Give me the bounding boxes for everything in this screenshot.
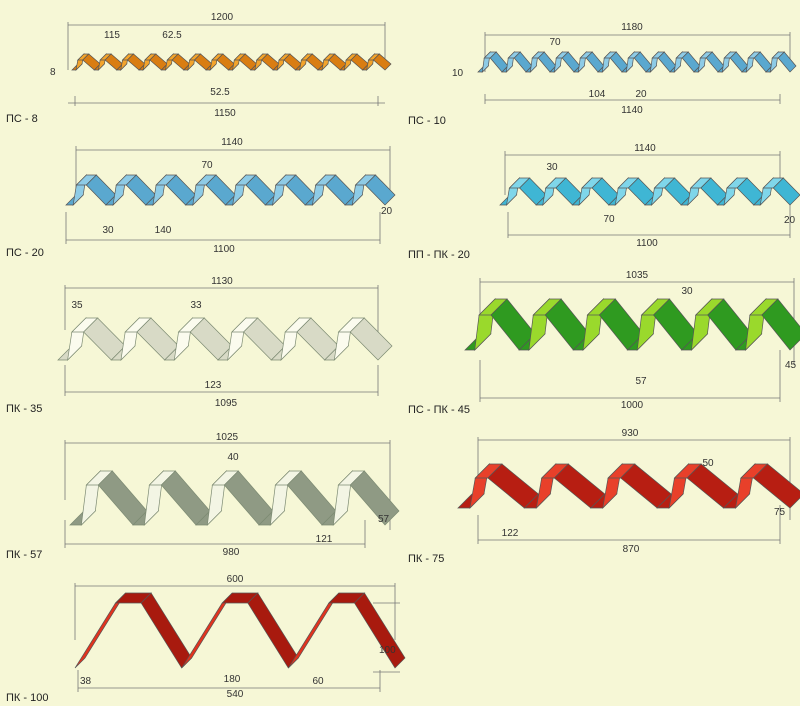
dim-pspk45-a: 30 — [681, 286, 693, 297]
profile-facet — [761, 298, 800, 351]
profile-facet — [223, 470, 274, 526]
profile-facet — [752, 463, 800, 509]
dim-pk100-c: 60 — [312, 676, 324, 687]
label-ps8: ПС - 8 — [6, 113, 38, 125]
dim-ps20-top: 1140 — [221, 137, 243, 148]
dim-ps8-b: 62.5 — [162, 30, 182, 41]
dim-pk100-d: 100 — [379, 645, 396, 656]
profile-shape-ps20 — [65, 173, 396, 207]
profile-shape-pspk45 — [464, 298, 800, 351]
dim-pk35-bottom: 1095 — [215, 398, 238, 409]
profile-shape-ppk20 — [499, 176, 800, 207]
dim-pk100-a: 38 — [80, 676, 92, 687]
dim-pk100-b: 180 — [224, 674, 241, 685]
profile-facet — [160, 470, 211, 526]
profile-pk35: 1130 35 33 123 1095 ПК - 35 — [6, 276, 393, 415]
profile-facet — [777, 51, 797, 73]
dim-pk35-b: 33 — [190, 300, 202, 311]
dim-ps8-a: 115 — [104, 30, 120, 41]
dim-pk57-top: 1025 — [216, 432, 239, 443]
profile-pk100: 600 38 180 60 100 540 ПК - 100 — [6, 574, 406, 704]
dim-ppk20-bottom: 1100 — [636, 238, 658, 249]
profile-shape-ps10 — [477, 51, 797, 73]
profile-shape-ps8 — [71, 52, 392, 72]
dim-ppk20-b: 70 — [603, 214, 615, 225]
dim-ps20-c: 140 — [155, 225, 172, 236]
dim-ppk20-top: 1140 — [634, 143, 656, 154]
profile-ps20: 1140 70 30 140 20 1100 ПС - 20 — [6, 137, 396, 259]
dim-ps10-c: 104 — [589, 89, 606, 100]
profile-shape-pk75 — [457, 462, 800, 510]
profile-ps8: 1200 115 62.5 8 52.5 1150 ПС - 8 — [6, 12, 392, 125]
dim-ps10-top: 1180 — [621, 22, 643, 33]
profile-facet — [364, 174, 396, 206]
dim-pk100-top: 600 — [227, 574, 244, 585]
dim-ps10-b: 10 — [452, 68, 464, 79]
dim-pk57-a: 40 — [227, 452, 239, 463]
dim-pk57-b: 121 — [316, 534, 333, 545]
profile-ppk20: 1140 30 70 20 1100 ПП - ПК - 20 — [408, 143, 800, 261]
dim-pk75-a: 50 — [702, 458, 714, 469]
profile-facet — [181, 592, 233, 669]
dim-ps10-a: 70 — [549, 37, 561, 48]
dim-ps20-a: 70 — [201, 160, 213, 171]
dim-pk57-bottom: 980 — [223, 547, 240, 558]
dim-pk35-a: 35 — [71, 300, 83, 311]
dim-ps20-bottom: 1100 — [213, 244, 235, 255]
profile-shape-pk100 — [74, 592, 406, 669]
dim-pspk45-c: 45 — [785, 360, 797, 371]
profile-facet — [349, 470, 400, 526]
profile-pspk45: 1035 30 57 45 1000 ПС - ПК - 45 — [408, 270, 800, 416]
dim-pspk45-bottom: 1000 — [621, 400, 644, 411]
dim-pk57-c: 57 — [378, 514, 390, 525]
dim-ps20-b: 30 — [102, 225, 114, 236]
dim-pk35-c: 123 — [205, 380, 222, 391]
profile-pk57: 1025 40 121 57 980 ПК - 57 — [6, 432, 400, 561]
label-ppk20: ПП - ПК - 20 — [408, 249, 470, 261]
label-pk75: ПК - 75 — [408, 553, 444, 565]
profile-facet — [140, 592, 193, 669]
dim-pk75-b: 122 — [502, 528, 519, 539]
profile-facet — [74, 592, 126, 669]
dim-pk35-top: 1130 — [211, 276, 233, 287]
profile-facet — [97, 470, 148, 526]
dim-ppk20-a: 30 — [546, 162, 558, 173]
dim-ps10-bottom: 1140 — [621, 105, 643, 116]
dim-pk75-top: 930 — [622, 428, 639, 439]
profile-shape-pk57 — [69, 470, 400, 526]
dim-ps8-top: 1200 — [211, 12, 234, 23]
dim-ps10-d: 20 — [635, 89, 647, 100]
dim-pspk45-b: 57 — [635, 376, 647, 387]
dim-ps8-bottom: 1150 — [214, 108, 236, 119]
profile-shape-pk35 — [57, 316, 393, 362]
profile-facet — [772, 177, 800, 206]
dim-pspk45-top: 1035 — [626, 270, 649, 281]
profile-facet — [247, 592, 299, 669]
label-pk35: ПК - 35 — [6, 403, 42, 415]
dim-ps20-d: 20 — [381, 206, 393, 217]
dim-ps8-c: 8 — [50, 67, 56, 78]
profile-facet — [286, 470, 337, 526]
profile-facet — [288, 592, 340, 669]
label-ps10: ПС - 10 — [408, 115, 446, 127]
label-pk57: ПК - 57 — [6, 549, 42, 561]
label-pspk45: ПС - ПК - 45 — [408, 404, 470, 416]
dim-ppk20-c: 20 — [784, 215, 796, 226]
profile-facet — [372, 53, 392, 71]
dim-pk100-bottom: 540 — [227, 689, 244, 700]
dim-ps8-d: 52.5 — [210, 87, 230, 98]
dim-pk75-c: 75 — [774, 507, 786, 518]
label-pk100: ПК - 100 — [6, 692, 48, 704]
dim-pk75-bottom: 870 — [623, 544, 640, 555]
profile-ps10: 1180 70 10 104 20 1140 ПС - 10 — [408, 22, 797, 127]
profile-pk75: 930 50 122 75 870 ПК - 75 — [408, 428, 800, 565]
label-ps20: ПС - 20 — [6, 247, 44, 259]
profile-facet — [349, 317, 393, 361]
profile-facet — [354, 592, 406, 669]
